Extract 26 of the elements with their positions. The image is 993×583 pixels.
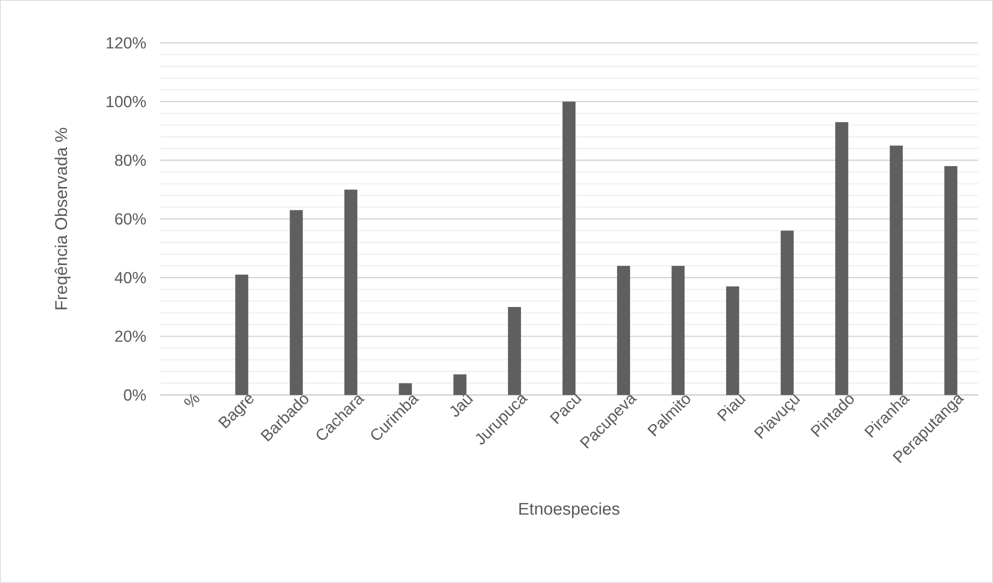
x-tick-label: Piau [717, 394, 746, 422]
x-tick-label: Jaú [450, 393, 474, 417]
bar [672, 266, 685, 396]
bar [835, 122, 848, 396]
y-tick-label: 40% [114, 272, 146, 284]
x-tick-label: % [184, 394, 200, 408]
bar [780, 230, 794, 396]
y-tick-label: 100% [106, 96, 146, 108]
y-axis-title: Freqência Observada % [54, 128, 70, 310]
bar [944, 166, 958, 396]
y-tick-label: 60% [115, 213, 146, 225]
bar [235, 274, 248, 396]
y-tick-label: 20% [115, 330, 146, 342]
bar [290, 210, 303, 396]
bar [398, 383, 412, 396]
x-axis-title: Etnoespecies [519, 502, 620, 518]
bar [344, 190, 358, 396]
y-tick-label: 80% [115, 154, 146, 166]
y-tick-label: 0% [124, 389, 146, 401]
y-tick-label: 120% [106, 37, 146, 49]
bar [617, 266, 630, 396]
bar [890, 146, 903, 396]
bar [508, 307, 521, 396]
bar [453, 374, 466, 396]
bar [562, 102, 576, 396]
bar [726, 286, 740, 396]
